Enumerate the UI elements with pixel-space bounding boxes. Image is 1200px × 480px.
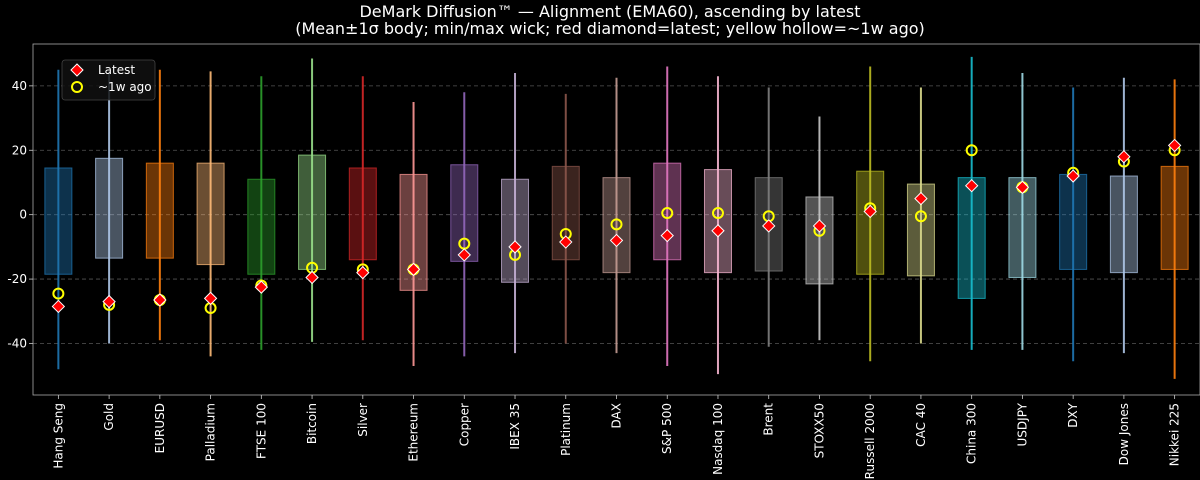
category-group — [348, 76, 377, 341]
week-ago-marker — [914, 210, 927, 223]
x-tick-label: Hang Seng — [51, 403, 65, 469]
latest-marker — [254, 280, 269, 294]
category-group — [399, 101, 428, 367]
x-tick-label: STOXX50 — [812, 403, 826, 458]
y-tick-label: 20 — [12, 143, 27, 157]
latest-marker — [964, 178, 979, 193]
category-group — [450, 92, 479, 357]
x-tick-label: FTSE 100 — [254, 403, 268, 459]
x-tick-label: Platinum — [559, 403, 573, 456]
x-tick-label: S&P 500 — [660, 403, 674, 454]
y-tick-label: -20 — [7, 272, 27, 286]
x-tick-label: Nasdaq 100 — [711, 403, 725, 475]
legend-latest-label: Latest — [98, 63, 135, 77]
y-tick-label: 0 — [19, 208, 27, 222]
x-tick-label: EURUSD — [153, 403, 167, 453]
chart-title: DeMark Diffusion™ — Alignment (EMA60), a… — [359, 2, 860, 21]
latest-marker — [660, 228, 674, 243]
y-tick-label: -40 — [7, 336, 27, 350]
legend: Latest ~1w ago — [61, 59, 156, 101]
latest-marker — [863, 204, 877, 219]
x-tick-label: IBEX 35 — [508, 403, 522, 450]
chart-subtitle: (Mean±1σ body; min/max wick; red diamond… — [295, 19, 925, 38]
x-tick-label: DAX — [610, 403, 624, 428]
category-group — [957, 56, 986, 350]
x-tick-label: Russell 2000 — [863, 403, 877, 479]
x-tick-label: Nikkei 225 — [1168, 403, 1182, 466]
week-ago-marker — [610, 218, 623, 231]
category-group — [703, 76, 732, 375]
latest-marker — [153, 293, 167, 307]
category-group — [145, 69, 174, 341]
week-ago-marker — [661, 207, 674, 220]
category-group — [298, 58, 327, 342]
latest-marker — [1066, 169, 1080, 183]
week-ago-marker — [711, 207, 724, 220]
y-tick-label: 40 — [12, 79, 27, 93]
x-tick-label: Palladium — [204, 403, 218, 461]
legend-box — [61, 59, 156, 101]
week-ago-marker — [965, 144, 978, 157]
x-tick-label: DXY — [1066, 402, 1080, 427]
latest-marker — [711, 224, 725, 238]
x-tick-label: USDJPY — [1015, 402, 1029, 446]
x-tick-label: CAC 40 — [914, 403, 928, 447]
category-group — [501, 72, 530, 354]
category-group — [1160, 79, 1189, 379]
category-group — [1008, 72, 1037, 350]
category-group — [805, 116, 834, 341]
x-tick-label: Brent — [762, 403, 776, 436]
x-tick-label: China 300 — [965, 403, 979, 464]
latest-marker — [102, 294, 116, 309]
x-tick-label: Gold — [102, 403, 116, 431]
latest-marker — [812, 219, 827, 233]
latest-marker — [305, 270, 319, 285]
category-group — [1109, 77, 1138, 354]
latest-marker — [51, 299, 66, 314]
latest-marker — [609, 233, 624, 248]
latest-marker — [559, 235, 573, 249]
legend-week-ago-label: ~1w ago — [98, 80, 152, 94]
category-group — [856, 66, 885, 362]
category-group — [44, 69, 73, 370]
category-group — [95, 71, 124, 344]
category-group — [653, 66, 682, 367]
latest-marker — [508, 240, 522, 254]
latest-marker — [356, 265, 370, 280]
category-group — [196, 71, 225, 357]
latest-marker — [406, 262, 421, 277]
category-group — [602, 77, 631, 354]
x-tick-label: Dow Jones — [1117, 403, 1131, 465]
latest-marker — [1015, 180, 1030, 195]
category-group — [754, 87, 783, 347]
x-tick-label: Copper — [457, 403, 471, 446]
latest-marker — [1167, 138, 1182, 153]
category-group — [247, 76, 276, 350]
latest-marker — [762, 219, 776, 233]
category-group — [551, 93, 580, 344]
latest-marker — [203, 291, 218, 306]
x-tick-label: Silver — [356, 403, 370, 437]
week-ago-marker — [52, 287, 65, 300]
legend-week-ago-marker — [71, 81, 83, 93]
latest-marker — [457, 248, 471, 262]
latest-marker — [914, 191, 928, 206]
category-group — [906, 87, 935, 344]
category-group — [1059, 87, 1088, 362]
legend-latest-marker — [70, 63, 84, 77]
x-tick-label: Bitcoin — [305, 403, 319, 444]
x-tick-label: Ethereum — [407, 403, 421, 462]
latest-marker — [1117, 149, 1131, 164]
